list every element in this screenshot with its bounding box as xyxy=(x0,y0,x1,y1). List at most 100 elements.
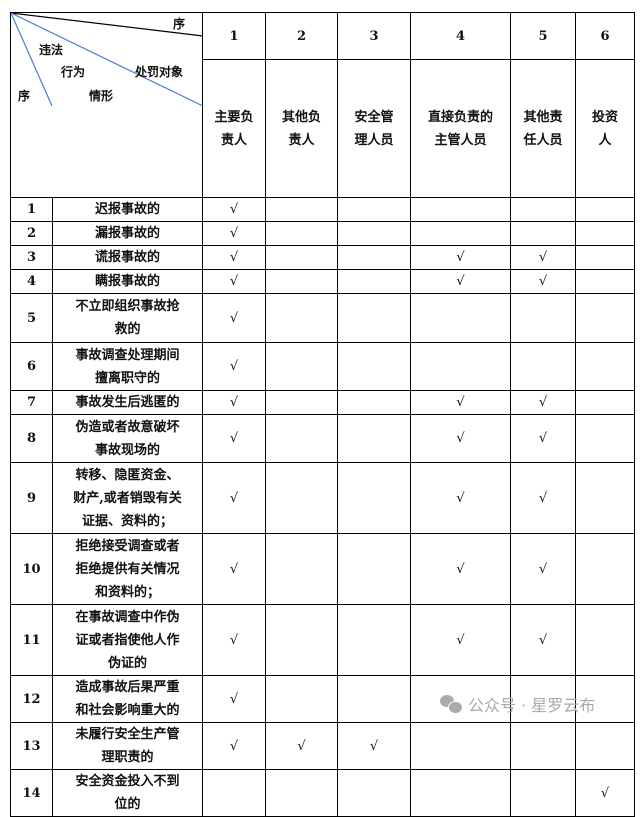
check-mark: √ xyxy=(202,675,266,723)
check-mark: √ xyxy=(410,245,511,270)
empty-cell xyxy=(265,769,338,817)
col-label: 投资 人 xyxy=(575,59,635,198)
check-mark: √ xyxy=(202,414,266,463)
col-label: 其他责 任人员 xyxy=(510,59,576,198)
empty-cell xyxy=(265,197,338,222)
check-mark: √ xyxy=(202,269,266,294)
table-row: 8 伪造或者故意破坏 事故现场的 √ √ √ xyxy=(10,414,635,463)
row-number: 11 xyxy=(10,604,53,676)
table-row: 11 在事故调查中作伪 证或者指使他人作 伪证的 √ √ √ xyxy=(10,604,635,676)
check-mark: √ xyxy=(410,533,511,605)
check-mark: √ xyxy=(202,604,266,676)
diagonal-lines xyxy=(11,13,203,106)
row-number: 14 xyxy=(10,769,53,817)
empty-cell xyxy=(337,342,411,391)
corner-row-no: 序 xyxy=(18,89,31,103)
empty-cell xyxy=(265,221,338,246)
col-number: 5 xyxy=(510,11,576,61)
check-mark: √ xyxy=(202,197,266,222)
table-row: 2 漏报事故的 √ xyxy=(10,221,635,246)
row-situation: 造成事故后果严重 和社会影响重大的 xyxy=(52,675,203,723)
table-row: 10 拒绝接受调查或者 拒绝提供有关情况 和资料的； √ √ √ xyxy=(10,533,635,605)
row-number: 10 xyxy=(10,533,53,605)
check-mark: √ xyxy=(202,390,266,415)
empty-cell xyxy=(575,675,635,723)
check-mark: √ xyxy=(510,533,576,605)
empty-cell xyxy=(575,342,635,391)
row-number: 2 xyxy=(10,221,53,246)
empty-cell xyxy=(265,414,338,463)
table-row: 7 事故发生后逃匿的 √ √ √ xyxy=(10,390,635,415)
row-number: 9 xyxy=(10,462,53,534)
empty-cell xyxy=(337,769,411,817)
check-mark: √ xyxy=(410,414,511,463)
row-situation: 在事故调查中作伪 证或者指使他人作 伪证的 xyxy=(52,604,203,676)
row-number: 4 xyxy=(10,269,53,294)
empty-cell xyxy=(510,342,576,391)
empty-cell xyxy=(337,675,411,723)
check-mark: √ xyxy=(510,269,576,294)
empty-cell xyxy=(575,414,635,463)
row-situation: 谎报事故的 xyxy=(52,245,203,270)
empty-cell xyxy=(265,533,338,605)
check-mark: √ xyxy=(510,414,576,463)
check-mark: √ xyxy=(202,293,266,343)
col-number: 6 xyxy=(575,11,635,61)
empty-cell xyxy=(337,604,411,676)
empty-cell xyxy=(337,293,411,343)
check-mark: √ xyxy=(410,269,511,294)
row-number: 8 xyxy=(10,414,53,463)
row-situation: 不立即组织事故抢 救的 xyxy=(52,293,203,343)
col-label: 其他负 责人 xyxy=(265,59,338,198)
corner-behavior: 行为 xyxy=(61,65,86,79)
check-mark: √ xyxy=(510,604,576,676)
penalty-table: 序 违法 行为 处罚对象 序 情形 1 2 3 4 5 6 主要负 责人 其他负… xyxy=(10,11,635,817)
check-mark: √ xyxy=(510,245,576,270)
empty-cell xyxy=(337,221,411,246)
check-mark: √ xyxy=(510,390,576,415)
row-situation: 伪造或者故意破坏 事故现场的 xyxy=(52,414,203,463)
table-row: 4 瞒报事故的 √ √ √ xyxy=(10,269,635,294)
empty-cell xyxy=(575,533,635,605)
empty-cell xyxy=(410,221,511,246)
corner-situation: 情形 xyxy=(89,89,114,103)
table-row: 9 转移、隐匿资金、 财产,或者销毁有关 证据、资料的； √ √ √ xyxy=(10,462,635,534)
empty-cell xyxy=(265,342,338,391)
empty-cell xyxy=(337,269,411,294)
empty-cell xyxy=(575,293,635,343)
row-number: 12 xyxy=(10,675,53,723)
corner-violation: 违法 xyxy=(39,43,64,57)
empty-cell xyxy=(575,462,635,534)
empty-cell xyxy=(575,390,635,415)
row-situation: 安全资金投入不到 位的 xyxy=(52,769,203,817)
table-row: 1 迟报事故的 √ xyxy=(10,197,635,222)
col-label: 安全管 理人员 xyxy=(337,59,411,198)
empty-cell xyxy=(510,197,576,222)
row-situation: 事故调查处理期间 擅离职守的 xyxy=(52,342,203,391)
corner-header-cell: 序 违法 行为 处罚对象 序 情形 xyxy=(10,12,203,198)
empty-cell xyxy=(410,769,511,817)
table-row: 6 事故调查处理期间 擅离职守的 √ xyxy=(10,342,635,391)
empty-cell xyxy=(265,462,338,534)
empty-cell xyxy=(575,197,635,222)
empty-cell xyxy=(575,269,635,294)
col-number: 3 xyxy=(337,11,411,61)
empty-cell xyxy=(265,293,338,343)
empty-cell xyxy=(510,293,576,343)
check-mark: √ xyxy=(202,245,266,270)
empty-cell xyxy=(337,197,411,222)
row-number: 3 xyxy=(10,245,53,270)
wechat-icon xyxy=(440,695,463,714)
check-mark: √ xyxy=(410,390,511,415)
check-mark: √ xyxy=(410,462,511,534)
row-situation: 迟报事故的 xyxy=(52,197,203,222)
empty-cell xyxy=(410,342,511,391)
empty-cell xyxy=(575,604,635,676)
empty-cell xyxy=(265,604,338,676)
corner-top-label: 序 xyxy=(173,17,186,31)
col-number: 4 xyxy=(410,11,511,61)
check-mark: √ xyxy=(575,769,635,817)
empty-cell xyxy=(510,769,576,817)
empty-cell xyxy=(575,245,635,270)
table-row: 14 安全资金投入不到 位的 √ xyxy=(10,769,635,817)
